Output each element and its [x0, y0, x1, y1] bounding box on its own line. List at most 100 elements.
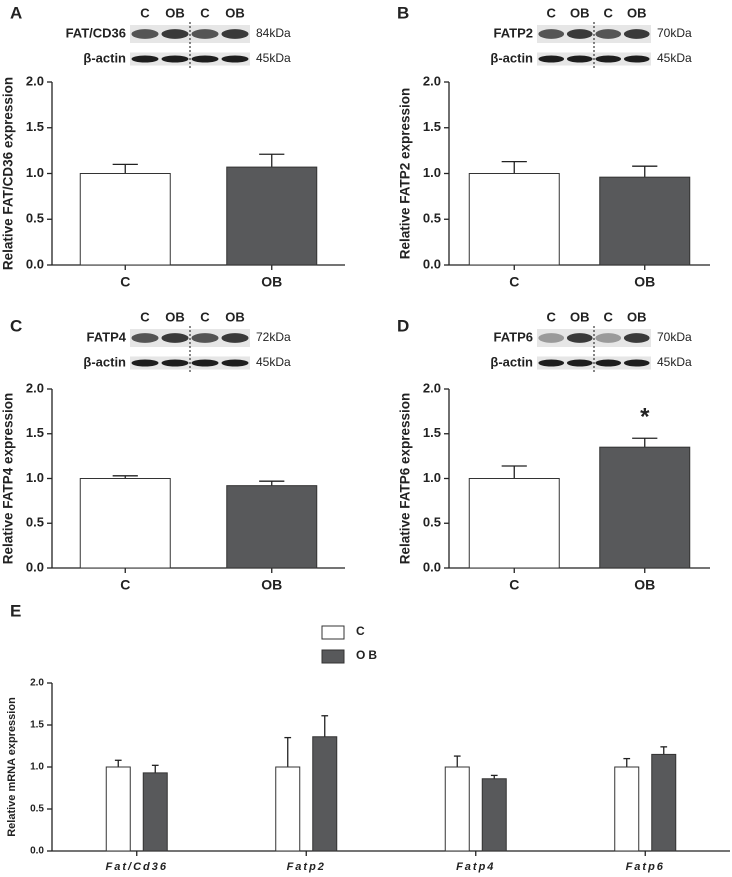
lane-label: OB [570, 5, 590, 20]
blot-band [566, 359, 593, 367]
blot-size-label: 72kDa [256, 330, 291, 344]
x-tick-label: OB [634, 274, 655, 290]
blot-band [221, 359, 249, 367]
lane-label: OB [225, 5, 245, 20]
lane-label: C [547, 5, 557, 20]
y-tick-label: 1.0 [423, 470, 441, 485]
blot-row-label: FATP6 [494, 329, 534, 344]
annotation: * [640, 404, 650, 431]
bar [142, 772, 168, 852]
y-tick-label: 1.5 [423, 119, 441, 134]
blot-band [221, 333, 249, 343]
panel-letter: A [10, 3, 22, 22]
y-tick-label: 1.5 [30, 720, 44, 731]
blot-band [191, 359, 219, 367]
y-tick-label: 1.5 [26, 119, 44, 134]
blot-band [595, 333, 622, 343]
legend-swatch [321, 625, 345, 640]
blot-band [595, 55, 622, 63]
bar [312, 736, 338, 852]
blot-band [161, 29, 189, 39]
blot-band [538, 29, 565, 39]
blot-band [538, 359, 565, 367]
y-tick-label: 0.5 [26, 211, 44, 226]
lane-label: OB [165, 5, 185, 20]
blot-band [566, 29, 593, 39]
y-tick-label: 1.0 [423, 165, 441, 180]
blot-band [538, 55, 565, 63]
bar [614, 766, 640, 852]
y-tick-label: 0.0 [423, 256, 441, 271]
x-tick-label: Fatp4 [456, 861, 495, 873]
bar [599, 176, 691, 266]
blot-row-label: β-actin [490, 50, 533, 65]
x-tick-label: OB [261, 274, 282, 290]
y-axis-label: Relative FAT/CD36 expression [1, 77, 16, 270]
x-tick-label: C [509, 577, 519, 593]
bar [275, 766, 301, 852]
y-axis-label: Relative FATP2 expression [398, 88, 413, 260]
bar [481, 778, 507, 852]
bar [468, 478, 560, 569]
blot-row-label: FATP4 [87, 329, 127, 344]
blot-band [221, 55, 249, 63]
blot-band [191, 29, 219, 39]
blot-band [538, 333, 565, 343]
blot-size-label: 70kDa [657, 330, 692, 344]
y-tick-label: 0.0 [26, 256, 44, 271]
bar [599, 446, 691, 569]
blot-row-label: β-actin [83, 50, 126, 65]
legend-swatch [321, 649, 345, 664]
y-tick-label: 2.0 [423, 380, 441, 395]
blot-row-label: FAT/CD36 [66, 25, 126, 40]
y-tick-label: 1.0 [26, 470, 44, 485]
y-tick-label: 0.0 [30, 846, 44, 857]
blot-band [131, 55, 159, 63]
blot-band [191, 55, 219, 63]
lane-label: OB [225, 309, 245, 324]
blot-band [131, 359, 159, 367]
blot-row-label: FATP2 [494, 25, 534, 40]
bar [226, 166, 318, 266]
blot-band [191, 333, 219, 343]
y-tick-label: 2.0 [26, 380, 44, 395]
lane-label: OB [165, 309, 185, 324]
panel-letter: D [397, 316, 409, 335]
blot-size-label: 70kDa [657, 26, 692, 40]
blot-band [566, 333, 593, 343]
lane-label: C [604, 309, 614, 324]
blot-band [161, 359, 189, 367]
blot-row-label: β-actin [83, 354, 126, 369]
lane-label: C [140, 5, 150, 20]
blot-band [623, 55, 650, 63]
lane-label: C [200, 309, 210, 324]
y-tick-label: 1.5 [423, 425, 441, 440]
blot-band [623, 359, 650, 367]
lane-label: OB [627, 309, 647, 324]
blot-band [595, 359, 622, 367]
y-axis-label: Relative FATP4 expression [1, 393, 16, 565]
blot-band [623, 333, 650, 343]
blot-band [161, 333, 189, 343]
y-tick-label: 1.5 [26, 425, 44, 440]
bar [79, 478, 171, 569]
blot-size-label: 84kDa [256, 26, 291, 40]
x-tick-label: C [509, 274, 519, 290]
bar [444, 766, 470, 852]
y-axis-label: Relative FATP6 expression [398, 393, 413, 565]
y-tick-label: 0.5 [30, 804, 44, 815]
y-axis-label: Relative mRNA expression [6, 697, 18, 837]
x-tick-label: OB [261, 577, 282, 593]
x-tick-label: Fatp6 [626, 861, 665, 873]
bar [226, 485, 318, 569]
bar [79, 173, 171, 266]
blot-band [623, 29, 650, 39]
lane-label: C [604, 5, 614, 20]
panel-letter: C [10, 316, 22, 335]
x-tick-label: OB [634, 577, 655, 593]
blot-size-label: 45kDa [256, 355, 291, 369]
blot-band [221, 29, 249, 39]
legend-label: OB [356, 648, 380, 662]
bar [468, 173, 560, 266]
